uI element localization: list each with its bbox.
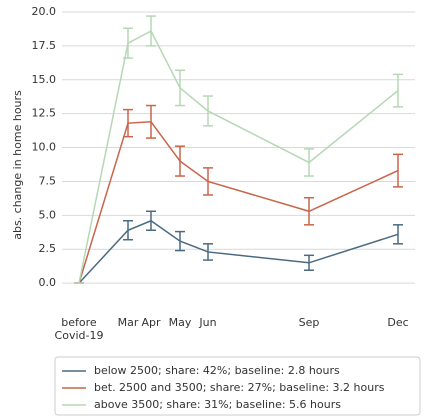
error-bar	[146, 15, 156, 47]
x-tick-label: Mar	[118, 316, 139, 329]
error-bar	[146, 210, 156, 231]
y-tick-label: 5.0	[39, 208, 57, 221]
y-tick-label: 2.5	[39, 242, 57, 255]
error-bar	[203, 167, 213, 196]
error-bar	[203, 95, 213, 127]
error-bar	[123, 27, 133, 59]
error-bar	[123, 108, 133, 138]
y-axis-label: abs. change in home hours	[11, 90, 24, 240]
series-line	[78, 121, 399, 284]
x-tick-label: Jun	[198, 316, 216, 329]
y-tick-label: 20.0	[32, 5, 57, 18]
x-tick-label: May	[169, 316, 192, 329]
x-tick-label: Apr	[141, 316, 161, 329]
error-bar	[304, 254, 314, 271]
error-bar	[393, 153, 403, 188]
x-tick-label: Dec	[387, 316, 408, 329]
error-bar	[146, 104, 156, 139]
error-bar	[393, 224, 403, 245]
legend-box	[54, 356, 421, 416]
y-tick-label: 7.5	[39, 174, 57, 187]
error-bar	[304, 196, 314, 226]
error-bar	[304, 148, 314, 177]
series-line	[78, 219, 399, 284]
y-tick-label: 12.5	[32, 107, 57, 120]
legend-label: bet. 2500 and 3500; share: 27%; baseline…	[94, 381, 385, 394]
y-tick-label: 17.5	[32, 39, 57, 52]
x-tick-label: Sep	[299, 316, 320, 329]
legend-label: above 3500; share: 31%; baseline: 5.6 ho…	[94, 398, 341, 411]
error-bar	[203, 243, 213, 261]
legend-label: below 2500; share: 42%; baseline: 2.8 ho…	[94, 364, 340, 377]
x-tick-label: before Covid-19	[55, 316, 104, 342]
error-bar	[175, 230, 185, 252]
error-bar	[393, 73, 403, 108]
y-tick-label: 0.0	[39, 276, 57, 289]
error-bar	[175, 145, 185, 177]
error-bar	[175, 69, 185, 107]
y-tick-label: 15.0	[32, 73, 57, 86]
series-line	[78, 29, 399, 284]
y-tick-label: 10.0	[32, 141, 57, 154]
error-bar	[123, 220, 133, 241]
